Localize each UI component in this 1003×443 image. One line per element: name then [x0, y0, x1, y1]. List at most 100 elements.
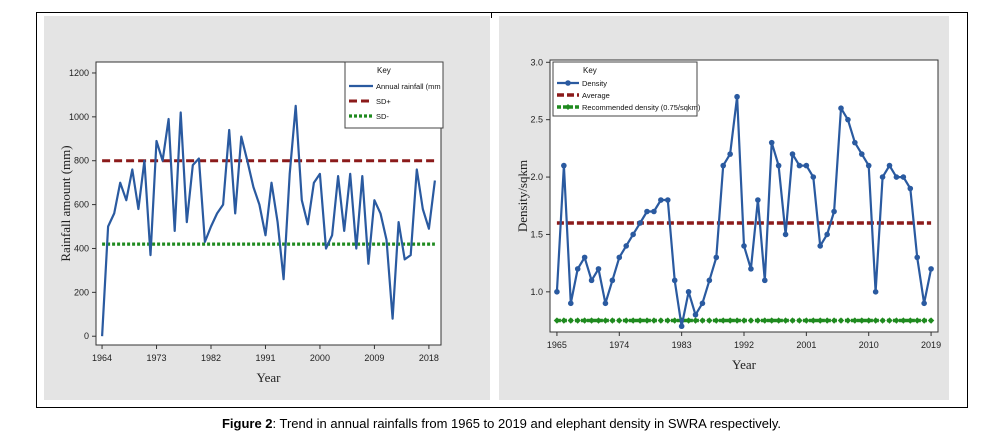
density-reference-marker: [782, 317, 789, 324]
density-data-point: [706, 277, 713, 284]
density-reference-marker: [699, 317, 706, 324]
rainfall-xtick-label: 2018: [419, 353, 439, 363]
density-reference-marker: [858, 317, 865, 324]
density-reference-marker: [720, 317, 727, 324]
density-xtick-label: 1974: [609, 340, 629, 350]
density-ytick-label: 1.0: [530, 287, 543, 297]
density-reference-marker: [671, 317, 678, 324]
density-reference-marker: [553, 317, 561, 324]
density-ytick-label: 1.5: [530, 229, 543, 239]
density-reference-marker: [581, 317, 588, 324]
rainfall-legend-title: Key: [377, 66, 391, 75]
density-legend-title: Key: [583, 66, 597, 75]
density-data-point: [796, 162, 803, 169]
density-reference-marker: [636, 317, 644, 324]
density-reference-marker: [754, 317, 762, 324]
density-data-point: [699, 300, 706, 307]
density-reference-marker: [879, 317, 886, 324]
density-reference-marker: [574, 317, 581, 324]
density-reference-marker: [837, 317, 845, 324]
density-data-point: [831, 208, 837, 215]
density-legend-label: Recommended density (0.75/sqkm): [582, 103, 701, 112]
rainfall-ytick-label: 800: [74, 156, 89, 166]
density-data-point: [671, 277, 678, 284]
rainfall-xtick-label: 2009: [364, 353, 384, 363]
rainfall-series-line-0: [101, 104, 436, 337]
density-reference-marker: [623, 317, 630, 324]
density-data-point: [761, 277, 768, 284]
density-data-point: [637, 220, 643, 226]
density-data-point: [727, 151, 733, 157]
density-reference-marker: [664, 317, 671, 324]
rainfall-ytick-label: 1000: [69, 112, 89, 122]
density-xtick-label: 1992: [734, 340, 754, 350]
density-reference-marker: [851, 317, 859, 324]
density-data-point: [858, 151, 865, 157]
density-reference-marker: [830, 317, 838, 324]
density-data-point: [852, 139, 858, 146]
density-reference-marker: [914, 317, 921, 324]
density-reference-marker: [927, 317, 935, 324]
density-data-point: [588, 277, 595, 284]
density-reference-marker: [886, 317, 893, 324]
density-data-point: [692, 311, 699, 318]
density-data-point: [630, 231, 636, 238]
density-data-point: [664, 197, 671, 203]
density-reference-marker: [865, 317, 872, 324]
density-data-point: [928, 266, 934, 272]
rainfall-x-axis-label: Year: [257, 370, 282, 385]
rainfall-legend-label: SD+: [376, 97, 391, 106]
figure-caption: Figure 2: Trend in annual rainfalls from…: [0, 416, 1003, 431]
density-data-point: [921, 300, 927, 307]
density-reference-marker: [844, 317, 852, 324]
density-data-point: [845, 116, 851, 123]
density-data-point: [651, 208, 657, 215]
rainfall-xtick-label: 1991: [255, 353, 275, 363]
density-data-point: [789, 151, 796, 157]
rainfall-y-axis-label: Rainfall amount (mm): [58, 145, 73, 261]
density-ytick-label: 2.0: [530, 172, 543, 182]
rainfall-xtick-label: 2000: [310, 353, 330, 363]
density-reference-marker: [900, 317, 907, 324]
density-reference-marker: [768, 317, 775, 324]
density-reference-marker: [872, 317, 879, 324]
density-reference-marker: [616, 317, 623, 324]
density-data-point: [685, 289, 692, 295]
density-data-point: [865, 162, 872, 169]
rainfall-xtick-label: 1973: [147, 353, 167, 363]
density-reference-marker: [775, 317, 782, 324]
density-data-point: [713, 254, 720, 261]
density-data-point: [609, 277, 616, 284]
density-data-point: [893, 174, 900, 180]
density-legend-label: Density: [582, 79, 607, 88]
figure-frame: [36, 12, 968, 408]
density-reference-marker: [810, 317, 817, 324]
density-reference-marker: [567, 317, 574, 324]
density-data-point: [741, 243, 747, 249]
density-data-point: [595, 266, 602, 272]
density-data-point: [914, 254, 921, 261]
density-ytick-label: 2.5: [530, 115, 543, 125]
density-data-point: [574, 266, 581, 272]
density-reference-marker: [733, 317, 741, 324]
density-reference-marker: [595, 317, 602, 324]
density-x-axis-label: Year: [732, 357, 757, 372]
density-data-point: [602, 300, 609, 307]
density-reference-marker: [817, 317, 824, 324]
density-reference-marker: [629, 317, 637, 324]
rainfall-ytick-label: 1200: [69, 68, 89, 78]
density-xtick-label: 1965: [547, 340, 567, 350]
density-reference-marker: [893, 317, 900, 324]
density-reference-marker: [796, 317, 803, 324]
density-reference-marker: [588, 317, 595, 324]
density-reference-marker: [657, 317, 665, 324]
density-y-axis-label: Density/sqkm: [515, 160, 530, 232]
density-reference-marker: [602, 317, 609, 324]
density-reference-marker: [643, 317, 651, 324]
density-data-point: [554, 289, 560, 295]
density-data-point: [907, 185, 914, 192]
density-data-point: [581, 254, 588, 261]
rainfall-legend-box: [344, 61, 444, 129]
density-data-point: [561, 162, 567, 169]
density-xtick-label: 1983: [672, 340, 692, 350]
